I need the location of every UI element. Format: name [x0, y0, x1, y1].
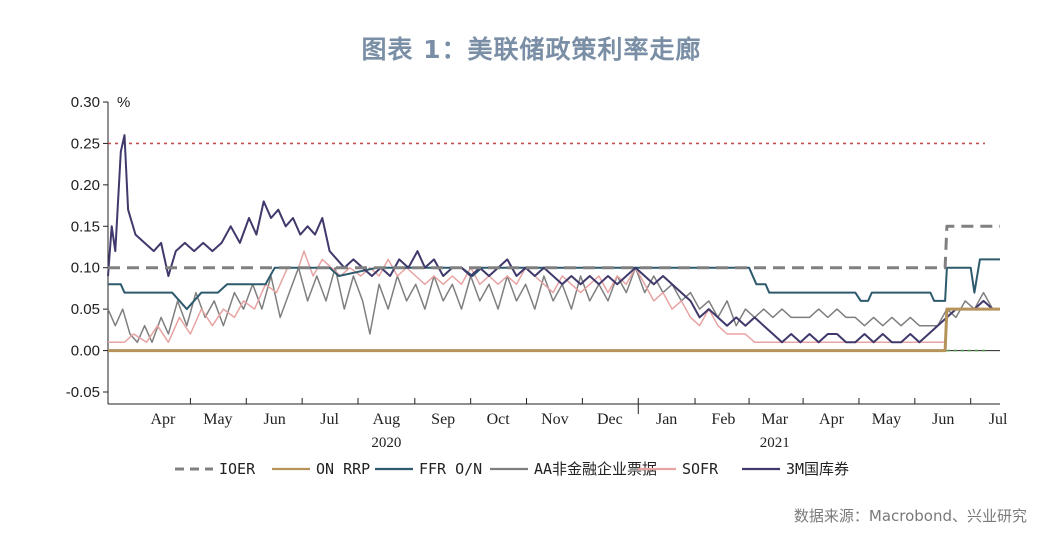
- x-tick-label: Mar: [761, 411, 788, 428]
- legend-label: AA非金融企业票据: [534, 460, 657, 478]
- x-tick-label: May: [872, 411, 901, 428]
- x-tick-label: Apr: [819, 411, 845, 428]
- legend-label: ON RRP: [316, 460, 370, 478]
- x-tick-label: Jun: [264, 411, 286, 428]
- chart-title: 图表 1：美联储政策利率走廊: [361, 35, 702, 64]
- y-tick-label: 0.20: [71, 177, 100, 194]
- legend-label: FFR O/N: [419, 460, 482, 478]
- x-tick-label: Dec: [597, 411, 623, 428]
- y-tick-label: 0.30: [71, 94, 100, 111]
- legend-label: SOFR: [682, 460, 719, 478]
- x-tick-label: Apr: [151, 411, 177, 428]
- legend-label: 3M国库券: [786, 460, 849, 478]
- y-unit-label: %: [117, 94, 130, 111]
- x-tick-label: Jul: [989, 411, 1008, 428]
- x-tick-label: Jul: [320, 411, 339, 428]
- y-tick-label: 0.15: [71, 218, 100, 235]
- x-tick-label: Jun: [932, 411, 954, 428]
- x-tick-label: Feb: [711, 411, 735, 428]
- x-tick-label: Jan: [656, 411, 677, 428]
- year-label: 2021: [760, 435, 790, 451]
- y-tick-label: -0.05: [66, 384, 100, 401]
- legend-label: IOER: [219, 460, 256, 478]
- series-line-1: [108, 307, 1000, 353]
- series-lines: [107, 134, 1000, 353]
- y-tick-label: 0.10: [71, 260, 100, 277]
- x-tick-label: Oct: [487, 411, 511, 428]
- source-note: 数据来源：Macrobond、兴业研究: [793, 507, 1027, 525]
- axes: -0.05 0.00 0.05 0.10 0.15 0.20 0.25 0.30 Apr May J…: [66, 94, 1008, 451]
- x-tick-label: Sep: [431, 411, 455, 428]
- series-line-5: [107, 134, 1000, 344]
- series-line-4: [108, 250, 1000, 344]
- x-tick-label: May: [203, 411, 232, 428]
- series-line-2: [108, 258, 1000, 311]
- x-tick-label: Aug: [373, 411, 401, 428]
- year-label: 2020: [371, 435, 401, 451]
- series-line-0: [108, 224, 1000, 270]
- legend: IOER ON RRP FFR O/N AA非金融企业票据 SOFR 3M国库券: [175, 460, 849, 478]
- y-tick-label: 0.25: [71, 135, 100, 152]
- y-tick-label: 0.05: [71, 301, 100, 318]
- y-tick-label: 0.00: [71, 343, 100, 360]
- x-tick-label: Nov: [541, 411, 569, 428]
